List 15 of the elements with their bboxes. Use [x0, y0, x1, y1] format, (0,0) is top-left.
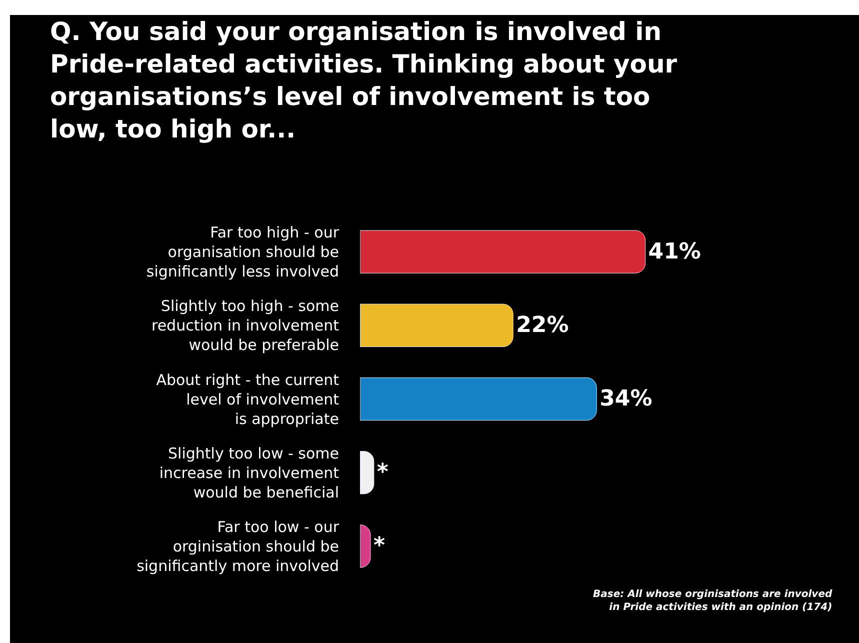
- y-tick-label: About right - the current level of involvement is appropriate: [156, 370, 340, 428]
- chart-title: Q. You said your organisation is involved in Pride-related activities. Thinking about your organisations’s level of involvement is too low, too high or...: [50, 17, 678, 144]
- y-tick-label: Far too low - our orginisation should be significantly more involved: [136, 518, 340, 575]
- data-label: 22%: [516, 312, 569, 338]
- data-label: 41%: [648, 239, 701, 264]
- data-label: *: [376, 460, 389, 486]
- data-label: *: [373, 534, 386, 559]
- bar: [360, 230, 646, 274]
- data-label: 34%: [600, 386, 652, 412]
- y-tick-label: Slightly too high - some reduction in involvement would be preferable: [151, 297, 340, 354]
- y-tick-label: Far too high - our organisation should be significantly less involved: [146, 224, 340, 281]
- bar: [360, 304, 514, 347]
- y-tick-label: Slightly too low - some increase in involvement would be beneficial: [159, 444, 340, 502]
- bar: [360, 377, 597, 421]
- text: Base: All whose orginisations are involved in Pride activities with an opinion (174): [593, 589, 833, 613]
